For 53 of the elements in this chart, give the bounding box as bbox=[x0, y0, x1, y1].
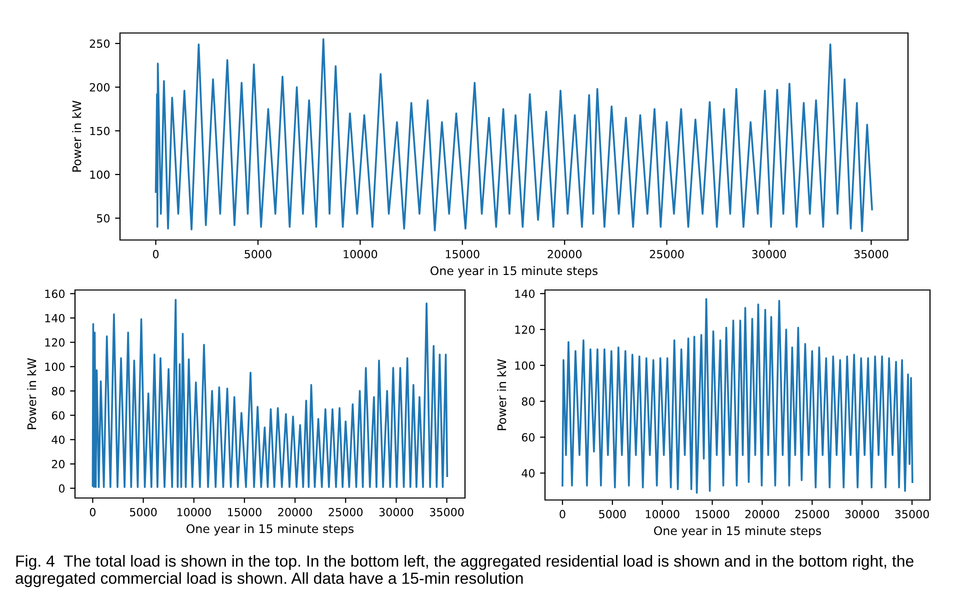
y-tick-label: 20 bbox=[52, 460, 65, 468]
x-tick-label: 5000 bbox=[244, 250, 272, 258]
x-tick-label: 35000 bbox=[854, 250, 888, 258]
y-tick-label: 140 bbox=[45, 314, 65, 322]
y-tick-label: 0 bbox=[58, 484, 65, 493]
y-tick-label: 150 bbox=[90, 126, 110, 136]
x-tick-label: 35000 bbox=[430, 508, 464, 516]
x-tick-label: 20000 bbox=[745, 510, 780, 518]
line-series bbox=[562, 298, 914, 494]
y-tick-label: 60 bbox=[522, 433, 535, 442]
x-tick-label: 25000 bbox=[795, 510, 830, 518]
x-tick-label: 30000 bbox=[752, 250, 786, 258]
x-tick-label: 25000 bbox=[328, 508, 363, 516]
y-tick-label: 250 bbox=[90, 39, 110, 48]
y-tick-label: 100 bbox=[515, 361, 535, 370]
y-tick-label: 100 bbox=[45, 362, 65, 372]
x-tick-label: 20000 bbox=[278, 508, 312, 516]
line-series bbox=[92, 298, 448, 488]
x-tick-label: 10000 bbox=[344, 250, 378, 258]
y-tick-label: 40 bbox=[522, 469, 535, 478]
x-tick-label: 5000 bbox=[130, 508, 157, 516]
y-tick-label: 200 bbox=[90, 83, 110, 92]
y-tick-label: 160 bbox=[45, 290, 65, 298]
x-tick-label: 0 bbox=[560, 510, 566, 518]
y-tick-label: 80 bbox=[52, 386, 65, 396]
y-tick-label: 100 bbox=[90, 170, 110, 179]
line-series bbox=[154, 38, 873, 232]
y-tick-label: 140 bbox=[515, 290, 535, 298]
caption: Fig. 4 The total load is shown in the top. In the bottom left, the aggregated residential load is shown and in the bottom right, the aggregated commercial load is shown. All data have a 15-min resolution bbox=[16, 555, 914, 588]
x-axis-title: One year in 15 minute steps bbox=[430, 266, 598, 278]
y-tick-label: 120 bbox=[515, 325, 535, 334]
x-tick-label: 0 bbox=[152, 250, 159, 258]
y-tick-label: 60 bbox=[52, 411, 65, 420]
y-axis-title: Power in kW bbox=[72, 100, 82, 172]
x-tick-label: 10000 bbox=[646, 510, 680, 518]
x-axis-title: One year in 15 minute steps bbox=[654, 526, 822, 538]
x-tick-label: 5000 bbox=[599, 510, 626, 518]
x-tick-label: 35000 bbox=[895, 510, 929, 518]
x-axis-title: One year in 15 minute steps bbox=[186, 524, 354, 536]
x-tick-label: 30000 bbox=[845, 510, 880, 518]
y-tick-label: 40 bbox=[52, 436, 65, 444]
x-tick-label: 15000 bbox=[696, 510, 730, 518]
x-tick-label: 15000 bbox=[446, 250, 480, 258]
y-tick-label: 50 bbox=[96, 214, 110, 223]
x-tick-label: 25000 bbox=[650, 250, 684, 258]
x-tick-label: 10000 bbox=[177, 508, 211, 516]
y-tick-label: 80 bbox=[522, 397, 535, 406]
x-tick-label: 15000 bbox=[228, 508, 262, 516]
y-axis-title: Power in kW bbox=[27, 358, 36, 430]
y-tick-label: 120 bbox=[45, 338, 65, 347]
x-tick-label: 20000 bbox=[548, 250, 582, 258]
y-axis-title: Power in kW bbox=[497, 359, 506, 430]
x-tick-label: 30000 bbox=[379, 508, 414, 516]
